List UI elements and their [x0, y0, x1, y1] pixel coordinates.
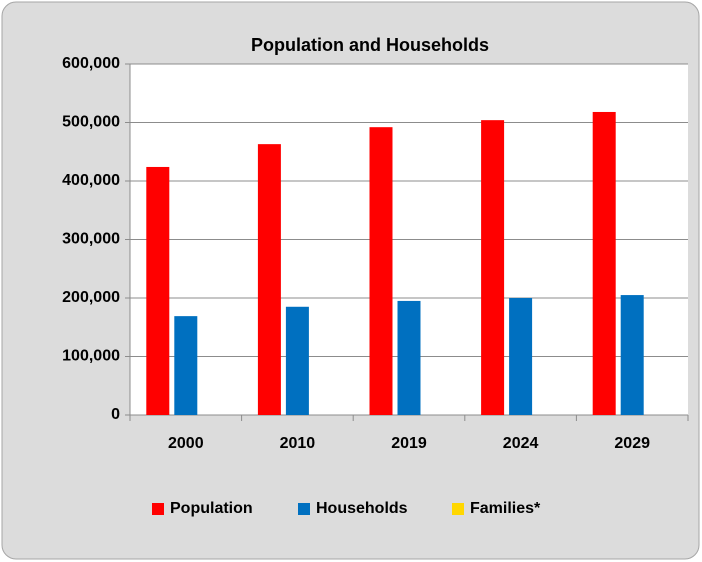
legend-swatch	[152, 503, 164, 515]
bar	[257, 144, 281, 415]
bar	[481, 120, 505, 415]
bar	[285, 306, 309, 415]
legend-swatch	[452, 503, 464, 515]
x-tick-label: 2019	[391, 435, 427, 452]
y-tick-label: 100,000	[62, 348, 120, 365]
bar	[509, 298, 533, 415]
legend-label: Population	[170, 500, 253, 517]
y-tick-label: 600,000	[62, 55, 120, 72]
y-tick-label: 0	[111, 406, 120, 423]
legend-swatch	[298, 503, 310, 515]
y-tick-label: 300,000	[62, 231, 120, 248]
legend-label: Households	[316, 500, 408, 517]
y-tick-label: 500,000	[62, 114, 120, 131]
legend-label: Families*	[470, 500, 541, 517]
bar	[369, 127, 393, 416]
x-tick-label: 2029	[614, 435, 650, 452]
y-tick-label: 400,000	[62, 172, 120, 189]
y-tick-label: 200,000	[62, 289, 120, 306]
x-tick-label: 2010	[280, 435, 316, 452]
x-tick-label: 2024	[503, 435, 539, 452]
x-tick-label: 2000	[168, 435, 204, 452]
bar	[174, 316, 198, 415]
bar	[620, 295, 644, 415]
bar	[146, 166, 170, 415]
bar	[397, 300, 421, 415]
bar	[592, 111, 616, 415]
chart-title: Population and Households	[251, 35, 489, 55]
